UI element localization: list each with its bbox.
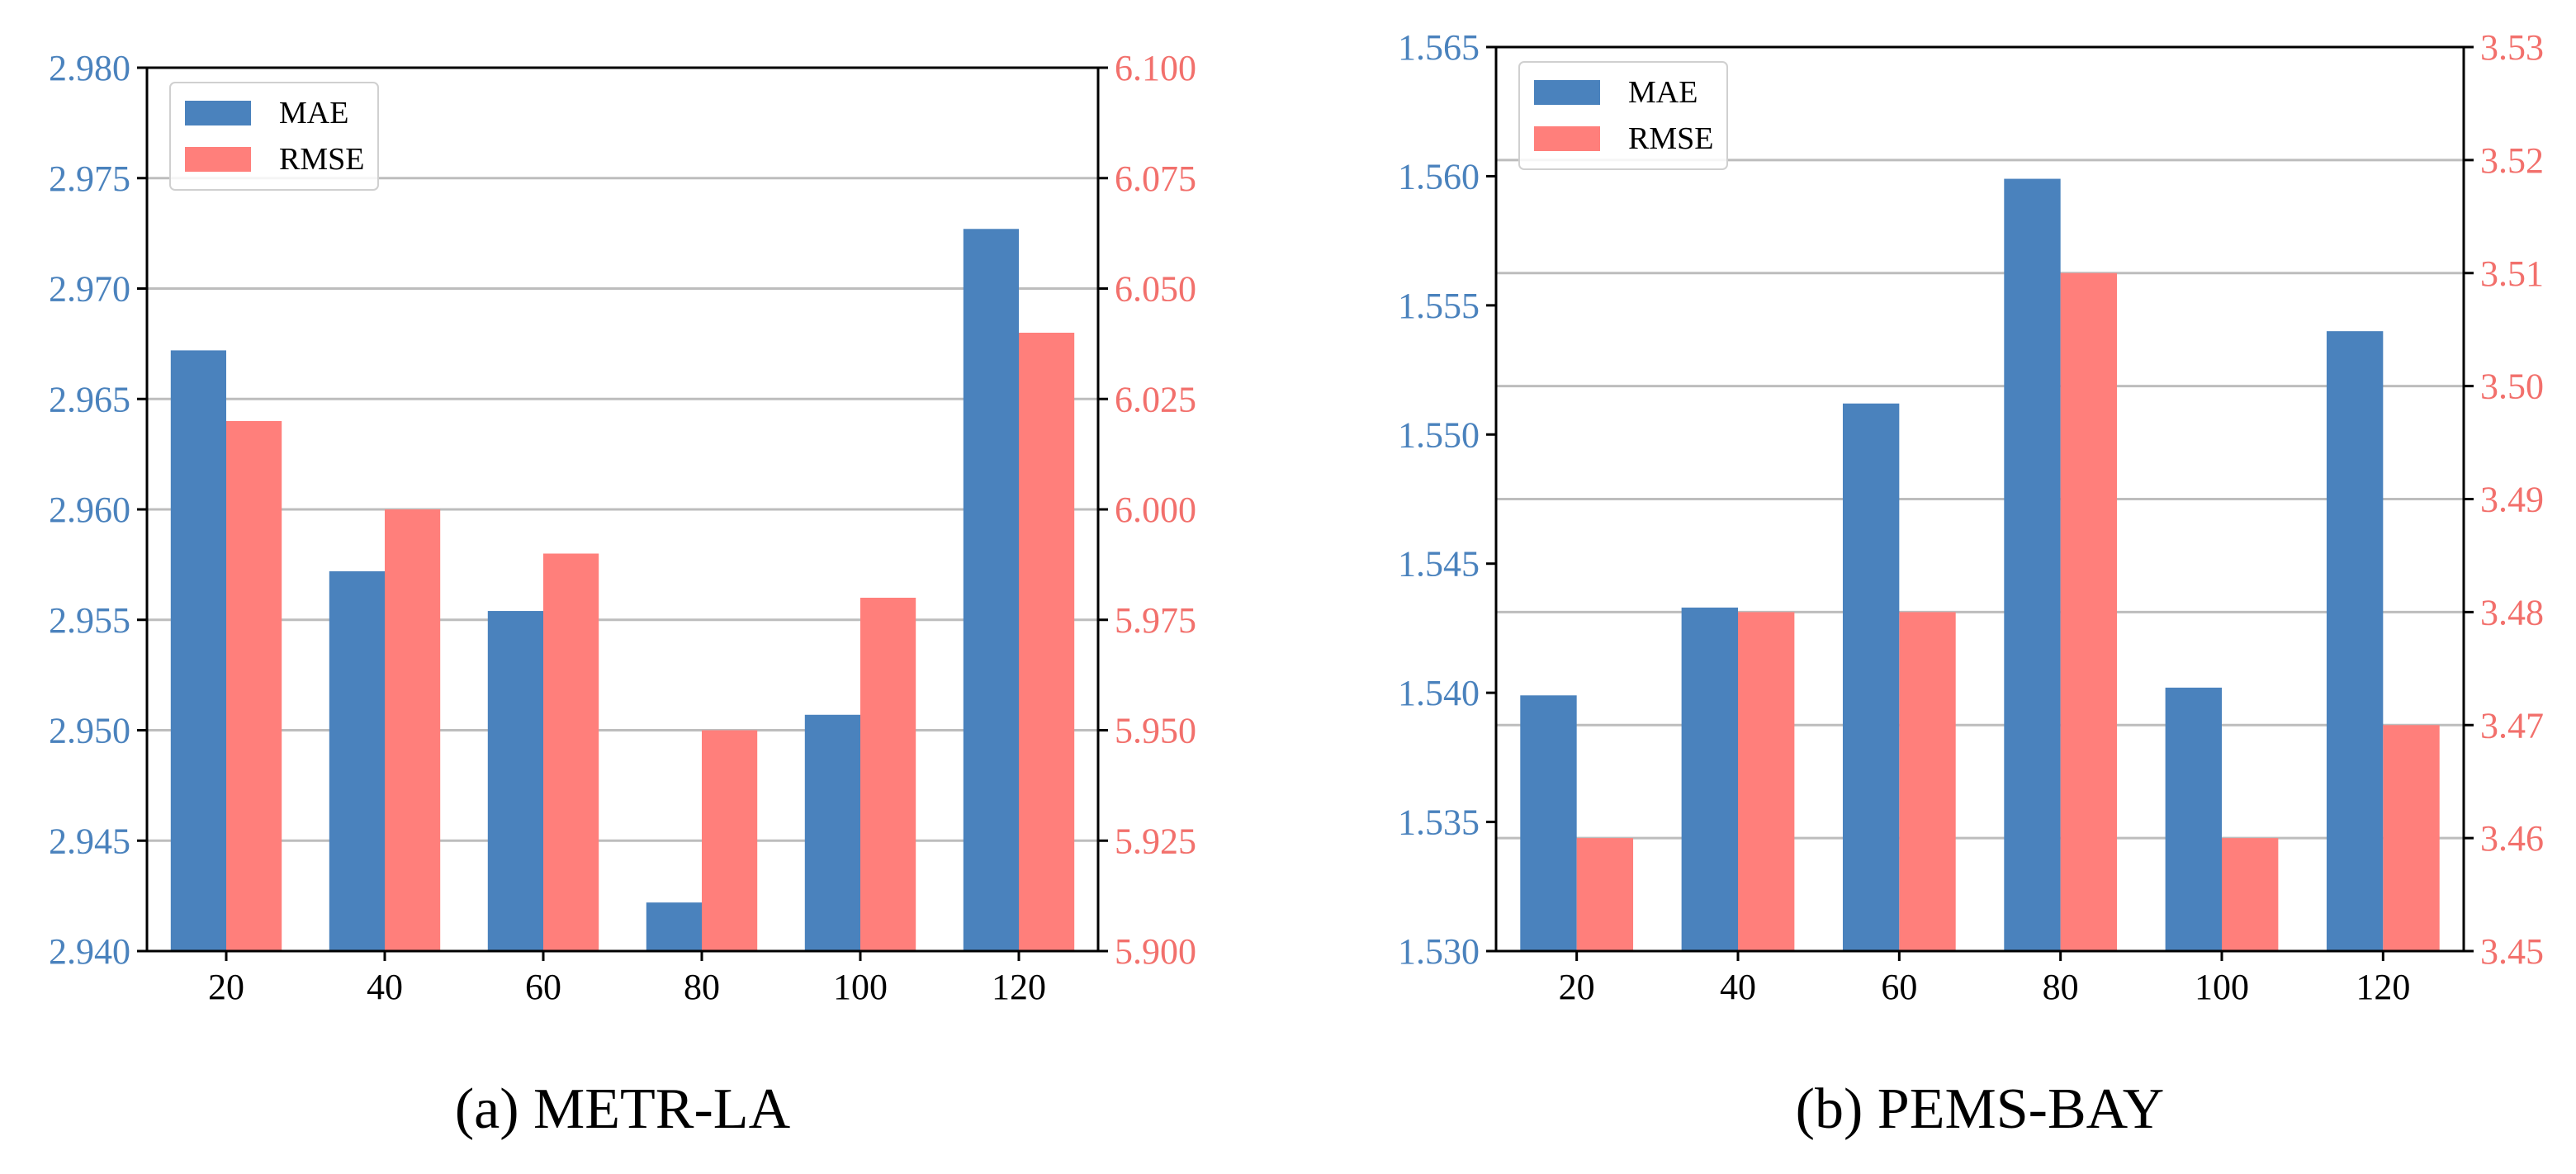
right-tick-label: 5.950	[1115, 711, 1196, 751]
x-tick-label: 20	[1559, 967, 1595, 1007]
bar-rmse	[1738, 612, 1795, 951]
right-tick-label: 5.900	[1115, 931, 1196, 972]
x-tick-label: 100	[2195, 967, 2249, 1007]
bar-mae	[963, 229, 1019, 951]
right-tick-label: 3.48	[2480, 592, 2544, 632]
bar-mae	[1681, 607, 1738, 951]
bar-mae	[804, 714, 860, 951]
chart-caption: (a) METR-LA	[455, 1077, 791, 1141]
x-tick-label: 120	[992, 967, 1046, 1007]
legend-swatch-mae	[1534, 80, 1600, 105]
bar-mae	[2326, 331, 2384, 952]
x-tick-label: 60	[525, 967, 561, 1007]
right-tick-label: 3.47	[2480, 705, 2544, 746]
legend-swatch-rmse	[185, 147, 251, 172]
bar-rmse	[1019, 333, 1075, 951]
right-tick-label: 3.45	[2480, 931, 2544, 972]
bar-rmse	[1899, 612, 1956, 951]
left-tick-label: 2.975	[49, 159, 130, 199]
chart-caption: (b) PEMS-BAY	[1796, 1077, 2165, 1141]
x-tick-label: 80	[2043, 967, 2079, 1007]
legend-label-rmse: RMSE	[1628, 121, 1713, 156]
x-tick-label: 100	[833, 967, 888, 1007]
left-tick-label: 2.955	[49, 600, 130, 641]
bar-mae	[329, 570, 385, 951]
bar-rmse	[2060, 272, 2118, 951]
x-tick-label: 120	[2356, 967, 2410, 1007]
right-tick-label: 6.100	[1115, 48, 1196, 88]
chart-2: 20 40 60 80 100 120 1.530 1.535 1.540 1.545 1.550 1…	[1398, 27, 2544, 1141]
bar-rmse	[860, 598, 916, 951]
right-tick-label: 5.975	[1115, 600, 1196, 641]
left-tick-label: 1.565	[1398, 27, 1480, 68]
right-tick-label: 6.000	[1115, 490, 1196, 530]
x-tick-label: 40	[367, 967, 403, 1007]
x-tick-label: 60	[1881, 967, 1917, 1007]
chart-1: 20 40 60 80 100 120 2.940 2.945 2.950 2.955 2.960 2…	[49, 48, 1196, 1141]
right-tick-label: 3.53	[2480, 27, 2544, 68]
bar-mae	[2165, 687, 2222, 951]
left-tick-label: 2.970	[49, 269, 130, 310]
right-tick-label: 5.925	[1115, 821, 1196, 861]
legend-label-rmse: RMSE	[279, 142, 364, 177]
bar-mae	[487, 611, 543, 951]
left-tick-label: 2.980	[49, 48, 130, 88]
right-tick-label: 6.025	[1115, 379, 1196, 419]
bar-rmse	[1576, 838, 1634, 951]
right-tick-label: 3.49	[2480, 480, 2544, 520]
left-tick-label: 2.965	[49, 379, 130, 419]
left-tick-label: 2.940	[49, 931, 130, 972]
left-tick-label: 1.560	[1398, 156, 1480, 196]
right-tick-label: 3.46	[2480, 818, 2544, 859]
right-tick-label: 3.52	[2480, 140, 2544, 181]
left-tick-label: 1.530	[1398, 931, 1480, 972]
x-tick-label: 80	[684, 967, 720, 1007]
right-tick-label: 6.050	[1115, 269, 1196, 310]
legend-swatch-mae	[185, 101, 251, 125]
right-tick-label: 3.51	[2480, 253, 2544, 294]
right-tick-label: 3.50	[2480, 367, 2544, 407]
left-tick-label: 2.945	[49, 821, 130, 861]
bar-mae	[646, 902, 702, 951]
left-tick-label: 1.540	[1398, 673, 1480, 713]
bar-mae	[2004, 178, 2061, 952]
bar-mae	[1520, 695, 1577, 951]
bar-mae	[1842, 403, 1900, 951]
left-tick-label: 1.555	[1398, 286, 1480, 326]
bar-rmse	[2222, 838, 2279, 951]
right-tick-label: 6.075	[1115, 159, 1196, 199]
x-tick-label: 40	[1720, 967, 1756, 1007]
bar-rmse	[543, 553, 599, 951]
legend-label-mae: MAE	[1628, 75, 1698, 110]
left-tick-label: 2.960	[49, 490, 130, 530]
x-tick-label: 20	[208, 967, 244, 1007]
bar-mae	[170, 350, 226, 951]
legend-label-mae: MAE	[279, 96, 348, 130]
left-tick-label: 1.550	[1398, 414, 1480, 455]
bar-rmse	[226, 421, 282, 951]
left-tick-label: 1.545	[1398, 544, 1480, 585]
legend-swatch-rmse	[1534, 126, 1600, 151]
bar-rmse	[385, 509, 441, 951]
bar-rmse	[702, 730, 758, 951]
left-tick-label: 1.535	[1398, 802, 1480, 843]
left-tick-label: 2.950	[49, 711, 130, 751]
bar-rmse	[2383, 725, 2440, 951]
